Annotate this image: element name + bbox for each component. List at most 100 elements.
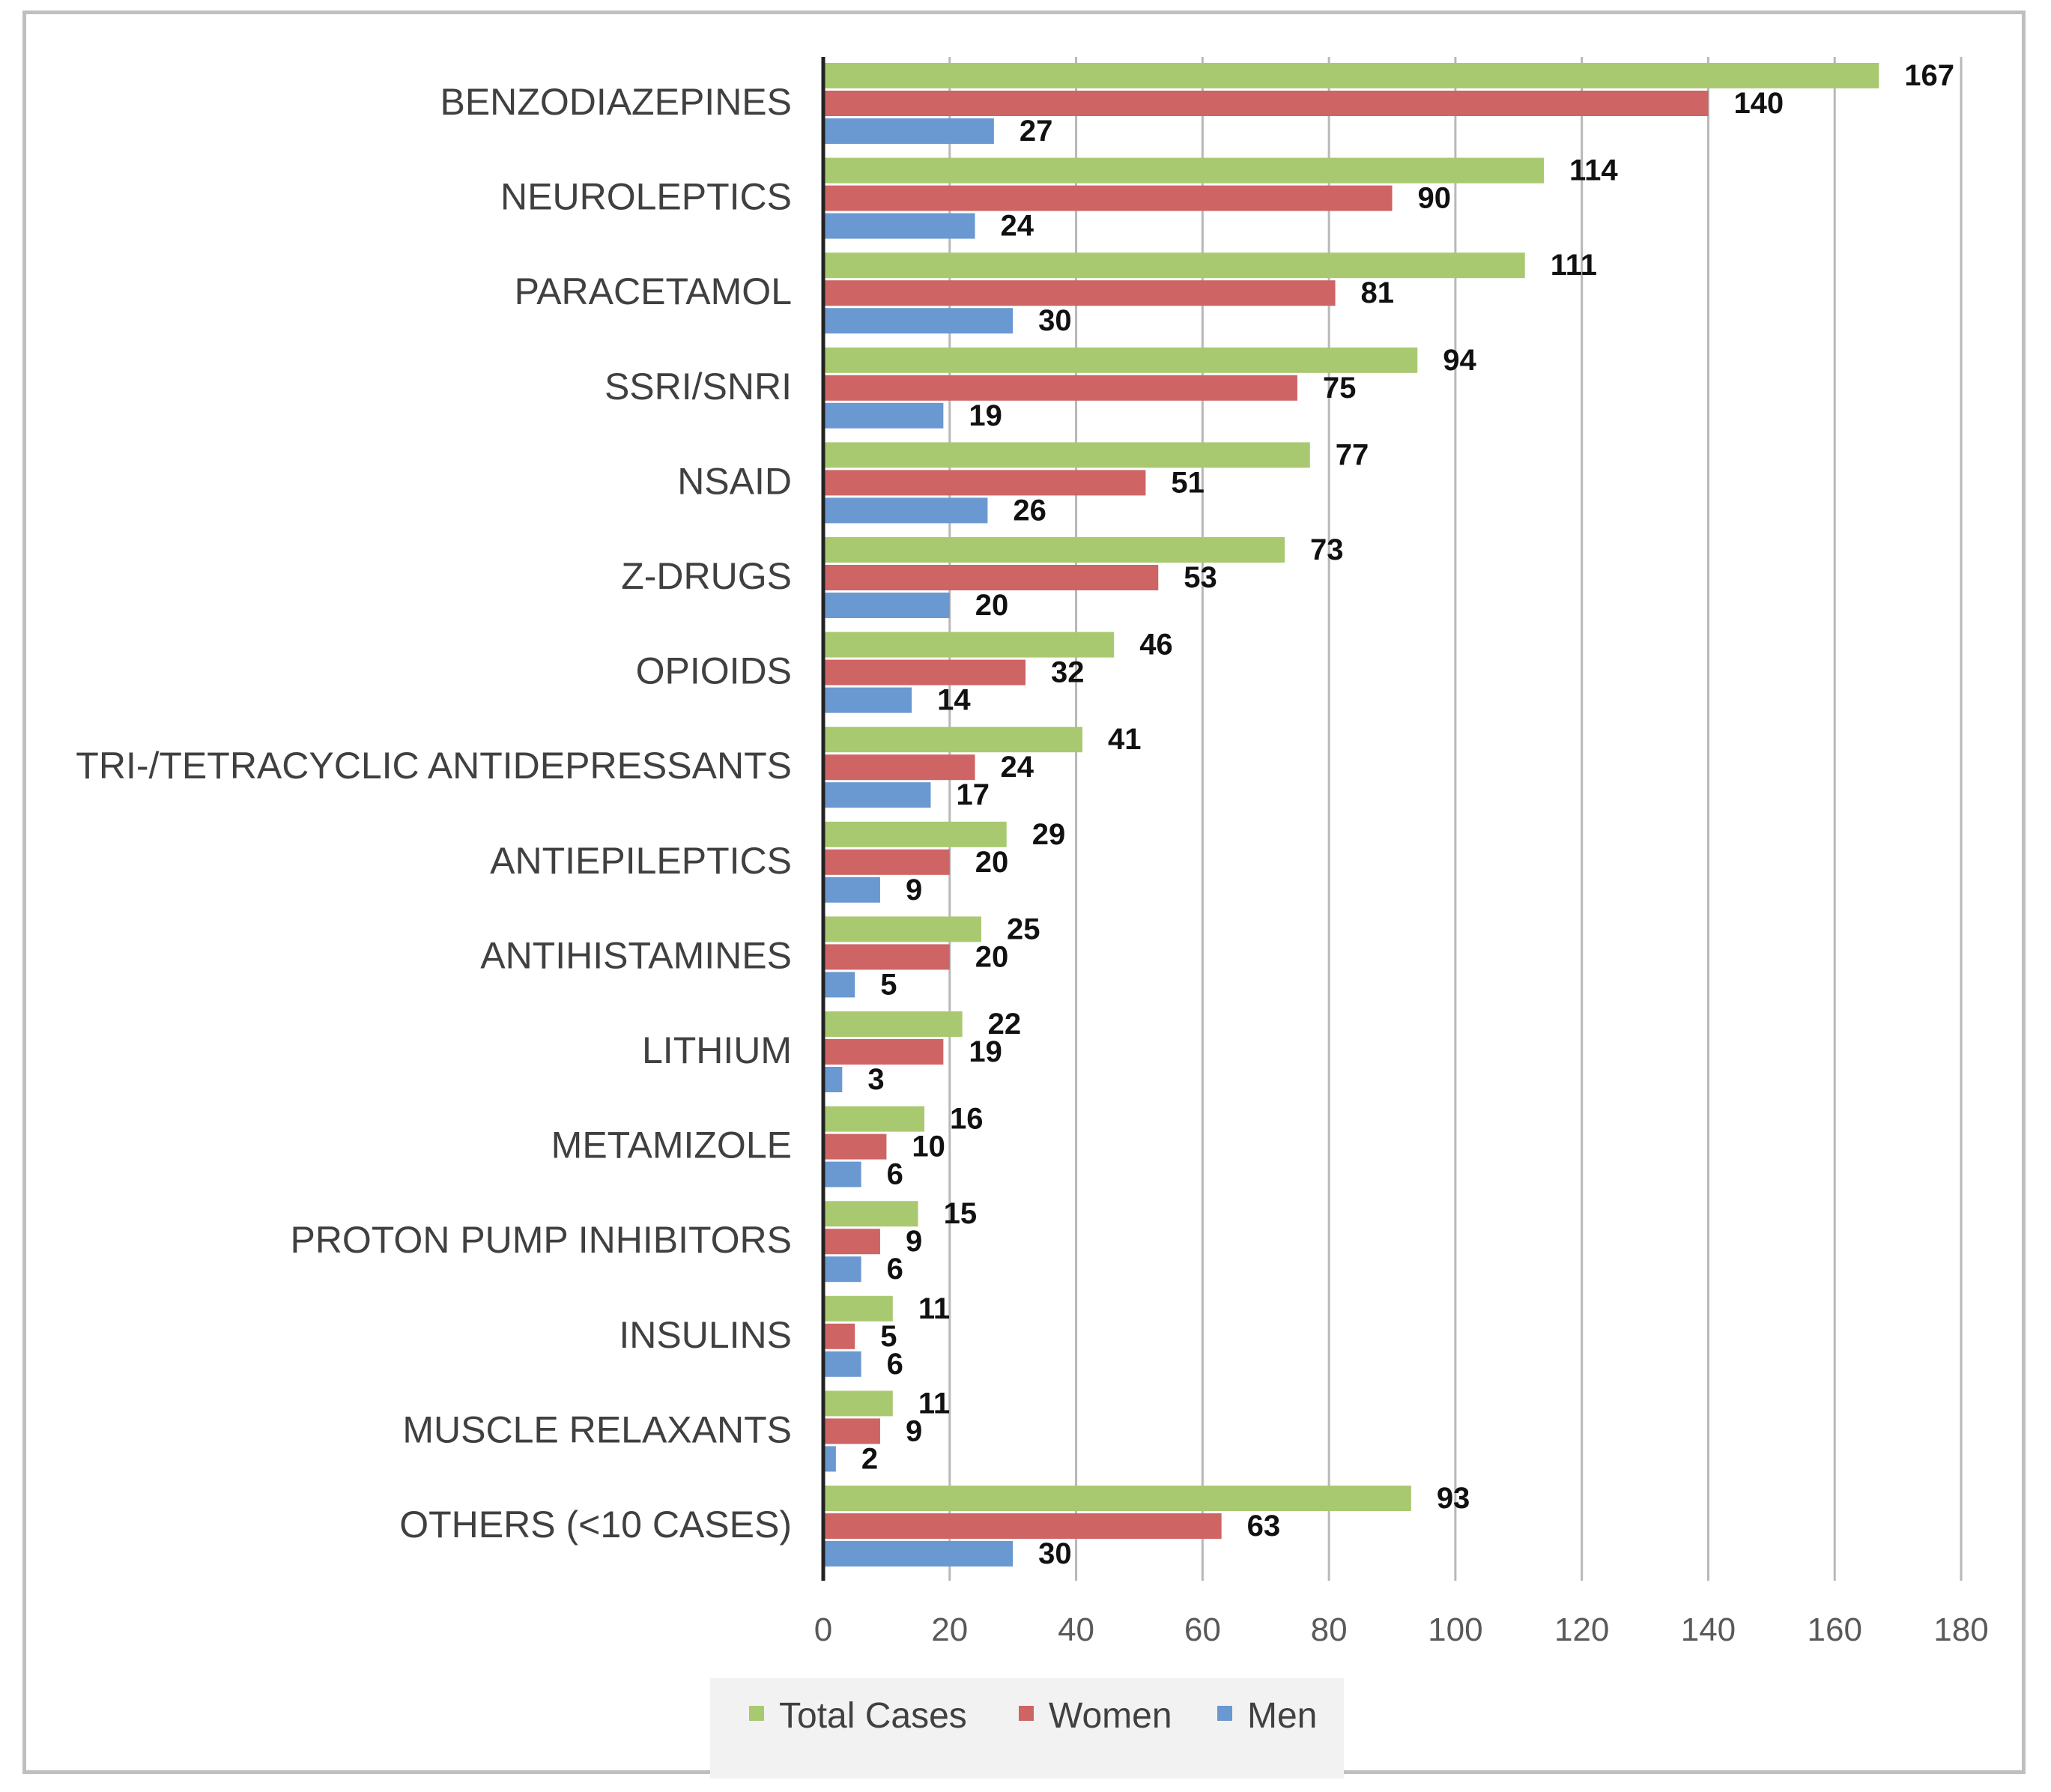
bar-women-ssri-snri [823,375,1297,401]
category-label: OTHERS (<10 CASES) [399,1504,792,1546]
bar-men-tri-tetracyclic-antidepressants [823,782,931,808]
data-label-total-cases: 11 [918,1292,950,1325]
data-label-women: 24 [1001,751,1034,784]
data-label-women: 20 [975,846,1009,879]
bar-total-cases-metamizole [823,1106,925,1132]
bar-men-lithium [823,1067,843,1092]
bar-total-cases-ssri-snri [823,347,1418,373]
data-label-women: 32 [1051,656,1085,689]
category-label: INSULINS [619,1314,792,1356]
x-tick-label: 140 [1681,1611,1736,1648]
data-label-men: 30 [1038,1537,1072,1570]
data-label-women: 81 [1361,276,1395,309]
bar-women-muscle-relaxants [823,1418,880,1444]
bar-total-cases-nsaid [823,442,1310,468]
category-label: SSRI/SNRI [605,366,792,408]
data-label-women: 75 [1323,372,1357,405]
x-tick-label: 40 [1058,1611,1094,1648]
data-label-women: 51 [1171,466,1205,499]
labels: 0 20 40 60 80 100 120 140 160 180 167 140 27 BENZODIA… [76,59,1988,1648]
category-label: ANTIHISTAMINES [480,934,792,976]
category-label: PARACETAMOL [515,270,792,312]
data-label-men: 26 [1013,494,1046,527]
category-label: ANTIEPILEPTICS [490,840,792,882]
data-label-men: 20 [975,589,1009,622]
legend: Total Cases Women Men [710,1678,1344,1779]
legend-background [710,1678,1344,1779]
bar-total-cases-benzodiazepines [823,63,1879,88]
category-label: NSAID [677,460,792,502]
bar-women-antihistamines [823,944,950,970]
bar-total-cases-antiepileptics [823,821,1007,847]
data-label-men: 17 [956,778,990,811]
data-label-total-cases: 41 [1108,723,1142,756]
data-label-women: 10 [912,1130,945,1163]
bar-men-benzodiazepines [823,118,994,144]
bar-women-insulins [823,1323,855,1349]
legend-swatch-women [1019,1706,1034,1721]
bar-total-cases-proton-pump-inhibitors [823,1201,918,1227]
legend-label-total-cases: Total Cases [779,1696,967,1736]
bar-men-insulins [823,1351,861,1377]
data-label-women: 9 [906,1225,922,1258]
category-label: TRI-/TETRACYCLIC ANTIDEPRESSANTS [76,745,792,787]
data-label-total-cases: 114 [1569,154,1618,187]
bar-women-proton-pump-inhibitors [823,1229,880,1255]
bars [823,63,1879,1567]
bar-women-tri-tetracyclic-antidepressants [823,754,975,781]
bar-women-metamizole [823,1133,887,1160]
bar-total-cases-neuroleptics [823,157,1545,184]
bar-men-paracetamol [823,308,1014,334]
bar-total-cases-z-drugs [823,537,1285,563]
data-label-men: 19 [969,399,1002,432]
bar-women-neuroleptics [823,185,1393,211]
data-label-men: 27 [1020,115,1053,148]
data-label-men: 14 [937,684,971,717]
data-label-total-cases: 94 [1443,344,1476,377]
bar-total-cases-tri-tetracyclic-antidepressants [823,727,1082,753]
data-label-women: 20 [975,940,1009,973]
data-label-men: 6 [887,1158,903,1191]
bar-total-cases-antihistamines [823,916,981,942]
bar-women-z-drugs [823,565,1159,590]
data-label-women: 5 [880,1320,897,1353]
data-label-total-cases: 22 [988,1008,1022,1041]
data-label-total-cases: 77 [1336,438,1369,471]
data-label-total-cases: 93 [1437,1482,1470,1515]
data-label-men: 6 [887,1253,903,1286]
data-label-total-cases: 11 [918,1387,950,1420]
bar-men-antihistamines [823,972,855,998]
data-label-total-cases: 25 [1007,912,1040,945]
bar-women-benzodiazepines [823,91,1709,116]
data-label-women: 140 [1733,87,1784,120]
bar-women-antiepileptics [823,849,950,875]
data-label-men: 30 [1038,304,1072,337]
bar-men-ssri-snri [823,402,944,429]
category-label: PROTON PUMP INHIBITORS [290,1219,792,1261]
data-label-women: 53 [1184,561,1217,594]
data-label-women: 9 [906,1414,922,1447]
category-label: MUSCLE RELAXANTS [402,1408,792,1450]
data-label-women: 19 [969,1035,1002,1068]
category-label: OPIOIDS [636,650,792,692]
legend-label-women: Women [1049,1696,1172,1736]
bar-total-cases-insulins [823,1295,893,1322]
x-tick-label: 60 [1184,1611,1221,1648]
data-label-total-cases: 16 [950,1103,984,1136]
data-label-total-cases: 29 [1032,818,1066,851]
x-tick-label: 20 [931,1611,968,1648]
category-label: Z-DRUGS [621,555,792,597]
data-label-women: 63 [1247,1510,1281,1543]
data-label-men: 24 [1001,210,1034,243]
bar-men-opioids [823,687,912,713]
bar-women-nsaid [823,470,1146,496]
bar-women-paracetamol [823,280,1336,306]
bar-men-muscle-relaxants [823,1446,836,1472]
bar-men-nsaid [823,497,988,524]
bar-women-lithium [823,1039,944,1065]
bar-total-cases-lithium [823,1011,963,1037]
data-label-total-cases: 15 [944,1197,978,1230]
bar-men-neuroleptics [823,213,975,239]
data-label-men: 5 [880,968,897,1001]
